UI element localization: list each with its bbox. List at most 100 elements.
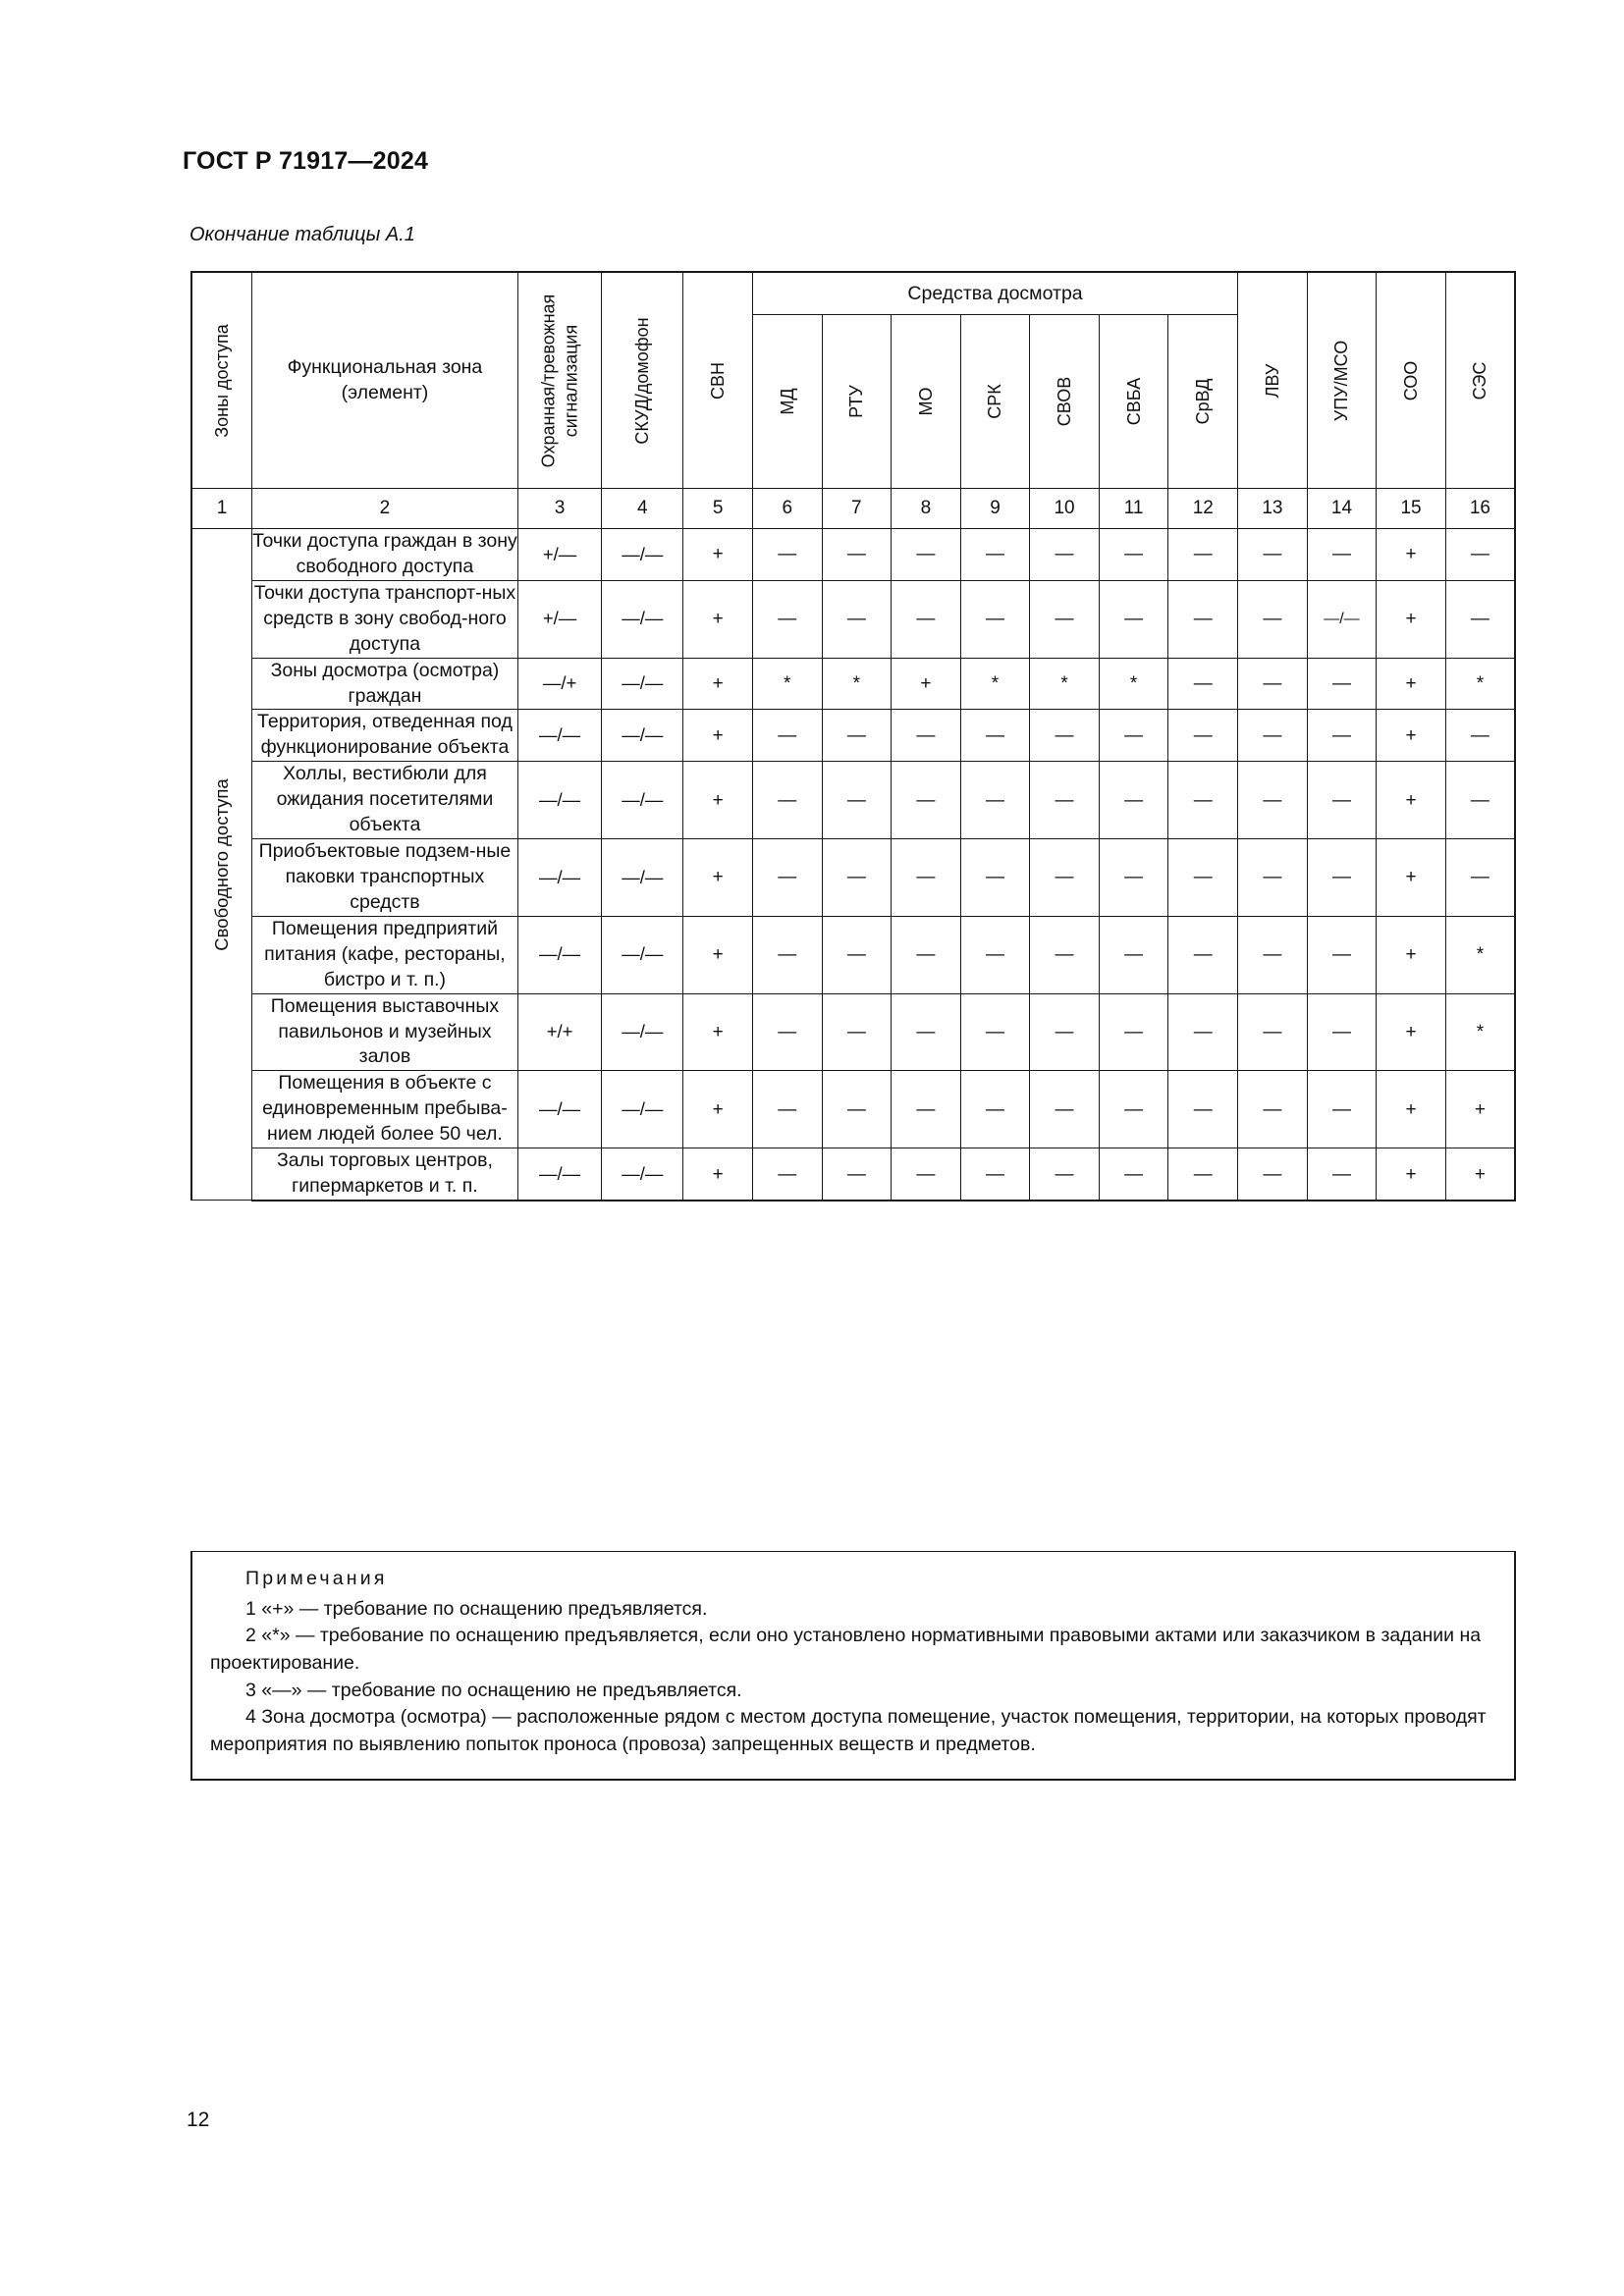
header-zones: Зоны доступа bbox=[189, 271, 252, 489]
colnum-14: 14 bbox=[1306, 488, 1378, 529]
table-row: Помещения выставочных павильонов и музей… bbox=[191, 992, 1516, 1072]
row-label: Приобъектовые подзем-ные паковки транспо… bbox=[250, 838, 518, 917]
cell-col5: + bbox=[682, 579, 753, 659]
cell-col3: —/— bbox=[516, 761, 603, 840]
cell-col14: —/— bbox=[1306, 579, 1378, 659]
header-skud: СКУД/домофон bbox=[601, 271, 684, 489]
cell-col15: + bbox=[1376, 915, 1446, 994]
colnum-5: 5 bbox=[682, 488, 753, 529]
column-number-row: 1 2 3 4 5 6 7 8 9 10 11 12 13 14 15 16 bbox=[189, 488, 1516, 529]
cell-col11: — bbox=[1098, 579, 1169, 659]
header-szs-label: СЭС bbox=[1470, 361, 1490, 400]
header-zones-label: Зоны доступа bbox=[211, 323, 232, 438]
cell-col15: + bbox=[1376, 1070, 1446, 1149]
cell-col7: — bbox=[821, 528, 893, 581]
cell-col16: + bbox=[1444, 1148, 1516, 1201]
cell-col11: — bbox=[1098, 528, 1169, 581]
table-row: Точки доступа транспорт-ных средств в зо… bbox=[191, 579, 1516, 659]
notes-title: Примечания bbox=[245, 1568, 388, 1589]
cell-col8: — bbox=[891, 761, 961, 840]
note-item-3: 3 «—» — требование по оснащению не предъ… bbox=[245, 1679, 742, 1701]
row-label: Зоны досмотра (осмотра) граждан bbox=[250, 657, 518, 711]
colnum-10: 10 bbox=[1029, 488, 1100, 529]
cell-col10: — bbox=[1029, 1148, 1100, 1201]
cell-col13: — bbox=[1237, 657, 1308, 711]
cell-col4: —/— bbox=[601, 657, 684, 711]
cell-col3: —/— bbox=[516, 838, 603, 917]
table-notes: Примечания 1 «+» — требование по оснащен… bbox=[190, 1551, 1516, 1781]
colnum-11: 11 bbox=[1098, 488, 1169, 529]
cell-col11: — bbox=[1098, 1148, 1169, 1201]
header-alarm-label: Охранная/тревожная сигнализация bbox=[538, 294, 581, 467]
cell-col9: — bbox=[959, 528, 1031, 581]
cell-col11: — bbox=[1098, 1070, 1169, 1149]
header-svn: СВН bbox=[682, 271, 753, 489]
zone-group-free-access: Свободного доступа bbox=[189, 527, 252, 1201]
table-row: Холлы, вестибюли для ожидания посетителя… bbox=[191, 761, 1516, 840]
colnum-3: 3 bbox=[516, 488, 603, 529]
cell-col10: — bbox=[1029, 579, 1100, 659]
cell-col14: — bbox=[1306, 528, 1378, 581]
header-srvd: СрВД bbox=[1167, 314, 1239, 489]
header-szs: СЭС bbox=[1444, 271, 1516, 489]
header-upu: УПУ/МСО bbox=[1306, 271, 1378, 489]
cell-col11: — bbox=[1098, 761, 1169, 840]
cell-col15: + bbox=[1376, 657, 1446, 711]
cell-col11: — bbox=[1098, 709, 1169, 763]
cell-col3: —/— bbox=[516, 709, 603, 763]
cell-col7: — bbox=[821, 1148, 893, 1201]
table-caption: Окончание таблицы А.1 bbox=[189, 224, 415, 245]
cell-col9: — bbox=[959, 1070, 1031, 1149]
cell-col6: * bbox=[751, 657, 823, 711]
header-svba-label: СВБА bbox=[1123, 377, 1144, 426]
cell-col4: —/— bbox=[601, 528, 684, 581]
header-svov-label: СВОВ bbox=[1054, 376, 1074, 427]
cell-col16: * bbox=[1444, 915, 1516, 994]
header-soo-label: СОО bbox=[1400, 360, 1421, 400]
cell-col16: — bbox=[1444, 838, 1516, 917]
colnum-15: 15 bbox=[1376, 488, 1446, 529]
cell-col7: — bbox=[821, 915, 893, 994]
cell-col7: — bbox=[821, 992, 893, 1072]
cell-col11: — bbox=[1098, 838, 1169, 917]
header-rtu-label: РТУ bbox=[846, 385, 867, 418]
cell-col12: — bbox=[1167, 579, 1239, 659]
colnum-1: 1 bbox=[189, 488, 252, 529]
table-body: Свободного доступа Точки доступа граждан… bbox=[189, 527, 1516, 1201]
cell-col12: — bbox=[1167, 1148, 1239, 1201]
cell-col13: — bbox=[1237, 1148, 1308, 1201]
cell-col14: — bbox=[1306, 1070, 1378, 1149]
cell-col12: — bbox=[1167, 1070, 1239, 1149]
header-lvu-label: ЛВУ bbox=[1262, 363, 1282, 398]
cell-col7: — bbox=[821, 761, 893, 840]
cell-col11: — bbox=[1098, 915, 1169, 994]
cell-col9: — bbox=[959, 579, 1031, 659]
colnum-4: 4 bbox=[601, 488, 684, 529]
header-alarm: Охранная/тревожная сигнализация bbox=[516, 271, 603, 489]
cell-col4: —/— bbox=[601, 761, 684, 840]
header-upu-label: УПУ/МСО bbox=[1331, 340, 1352, 421]
cell-col4: —/— bbox=[601, 1148, 684, 1201]
cell-col5: + bbox=[682, 709, 753, 763]
cell-col9: — bbox=[959, 1148, 1031, 1201]
note-item-2: 2 «*» — требование по оснащению предъявл… bbox=[210, 1625, 1482, 1675]
cell-col12: — bbox=[1167, 709, 1239, 763]
cell-col7: — bbox=[821, 1070, 893, 1149]
header-svba: СВБА bbox=[1098, 314, 1169, 489]
table-row: Зоны досмотра (осмотра) граждан —/+ —/— … bbox=[191, 657, 1516, 711]
cell-col16: * bbox=[1444, 992, 1516, 1072]
cell-col13: — bbox=[1237, 709, 1308, 763]
cell-col11: * bbox=[1098, 657, 1169, 711]
cell-col4: —/— bbox=[601, 709, 684, 763]
cell-col13: — bbox=[1237, 579, 1308, 659]
cell-col12: — bbox=[1167, 992, 1239, 1072]
cell-col6: — bbox=[751, 709, 823, 763]
header-skud-label: СКУД/домофон bbox=[632, 316, 653, 445]
cell-col3: +/— bbox=[516, 579, 603, 659]
table-row: Залы торговых центров, гипермаркетов и т… bbox=[191, 1148, 1516, 1201]
cell-col10: — bbox=[1029, 1070, 1100, 1149]
cell-col13: — bbox=[1237, 915, 1308, 994]
cell-col14: — bbox=[1306, 915, 1378, 994]
colnum-2: 2 bbox=[250, 488, 518, 529]
